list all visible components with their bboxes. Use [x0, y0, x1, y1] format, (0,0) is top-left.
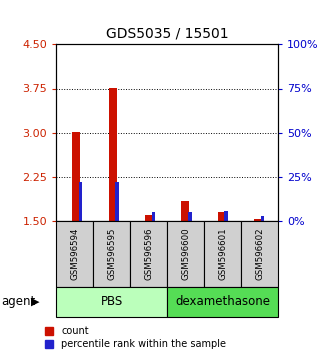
- Title: GDS5035 / 15501: GDS5035 / 15501: [106, 26, 228, 40]
- Text: dexamethasone: dexamethasone: [175, 295, 270, 308]
- Bar: [188, 212, 192, 221]
- Text: GSM596594: GSM596594: [70, 228, 79, 280]
- Text: PBS: PBS: [101, 295, 123, 308]
- Text: GSM596601: GSM596601: [218, 228, 227, 280]
- Text: GSM596602: GSM596602: [255, 228, 264, 280]
- Bar: [181, 201, 189, 221]
- Bar: [224, 211, 228, 221]
- Bar: [152, 212, 155, 221]
- Text: ▶: ▶: [31, 297, 40, 307]
- Text: GSM596600: GSM596600: [181, 228, 190, 280]
- Bar: [79, 182, 82, 221]
- Text: GSM596595: GSM596595: [107, 228, 116, 280]
- Bar: [109, 88, 117, 221]
- Bar: [145, 215, 153, 221]
- Bar: [72, 132, 80, 221]
- Text: agent: agent: [2, 295, 36, 308]
- Bar: [115, 182, 119, 221]
- Bar: [218, 212, 226, 221]
- Text: GSM596596: GSM596596: [144, 228, 153, 280]
- Bar: [254, 219, 262, 221]
- Legend: count, percentile rank within the sample: count, percentile rank within the sample: [45, 326, 226, 349]
- Bar: [260, 216, 264, 221]
